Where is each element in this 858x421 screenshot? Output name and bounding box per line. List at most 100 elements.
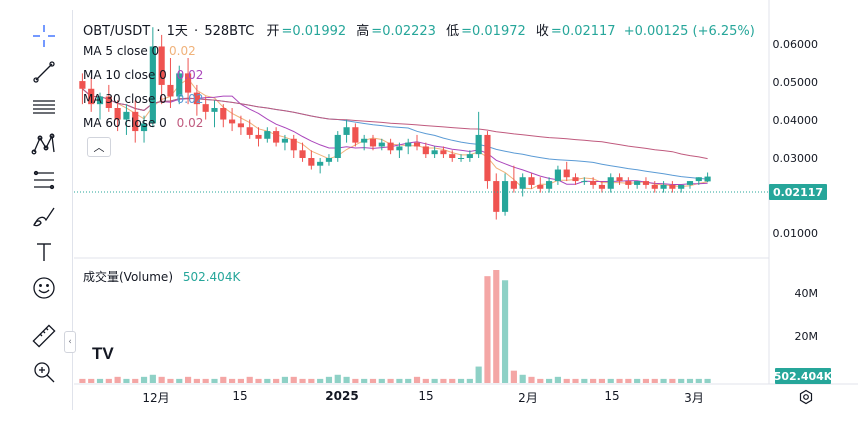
volume-bar bbox=[387, 378, 394, 383]
volume-bar bbox=[413, 376, 421, 383]
fib-icon[interactable] bbox=[26, 166, 62, 194]
volume-bar bbox=[299, 378, 306, 383]
volume-bar bbox=[176, 378, 183, 383]
volume-bar bbox=[361, 378, 368, 383]
candle-body bbox=[96, 96, 104, 105]
price-tick: 0.01000 bbox=[772, 227, 819, 240]
volume-bar bbox=[193, 378, 200, 383]
ma-line-10 bbox=[82, 88, 708, 185]
candle-body bbox=[431, 150, 438, 155]
ma5-value: 0.02 bbox=[169, 44, 196, 58]
candle-body bbox=[704, 176, 711, 182]
toolbar-collapse-button[interactable]: ‹ bbox=[64, 331, 76, 353]
volume-bar bbox=[493, 270, 500, 383]
candle-body bbox=[176, 73, 183, 97]
pattern-icon[interactable] bbox=[26, 130, 62, 158]
low-value: =0.01972 bbox=[461, 24, 526, 39]
time-tick: 2025 bbox=[325, 389, 359, 403]
volume-bar bbox=[678, 378, 685, 383]
exchange: 528BTC bbox=[204, 24, 255, 39]
volume-bar bbox=[590, 378, 597, 383]
volume-bar bbox=[255, 378, 262, 383]
volume-bar bbox=[88, 378, 95, 383]
time-tick: 2月 bbox=[518, 391, 538, 405]
candle-body bbox=[114, 108, 121, 120]
candle-body bbox=[132, 111, 139, 132]
volume-bar bbox=[114, 376, 121, 383]
volume-bar bbox=[79, 378, 86, 383]
price-tick: 0.04000 bbox=[772, 114, 819, 127]
volume-bar bbox=[334, 374, 341, 383]
volume-bar bbox=[572, 378, 579, 383]
candle-body bbox=[308, 158, 315, 166]
candle-body bbox=[563, 169, 570, 178]
volume-bar bbox=[510, 370, 517, 383]
volume-bar bbox=[660, 378, 667, 383]
volume-bar bbox=[642, 378, 650, 383]
candle-body bbox=[616, 177, 623, 182]
emoji-icon[interactable] bbox=[26, 274, 62, 302]
candle-body bbox=[457, 158, 465, 159]
horizontal-lines-icon[interactable] bbox=[26, 94, 62, 122]
volume-bar bbox=[537, 378, 544, 383]
ma60-legend[interactable]: MA 60 close 0 0.02 bbox=[83, 116, 205, 130]
candle-body bbox=[140, 123, 148, 132]
settings-gear-icon[interactable] bbox=[798, 389, 814, 405]
volume-bar bbox=[519, 374, 526, 383]
high-label: 高 bbox=[356, 24, 370, 39]
candle-body bbox=[264, 131, 271, 139]
ma-line-60 bbox=[82, 88, 708, 160]
close-value: =0.02117 bbox=[550, 24, 616, 39]
ma5-legend[interactable]: MA 5 close 0 0.02 bbox=[83, 44, 198, 58]
candle-body bbox=[193, 92, 200, 105]
candle-body bbox=[369, 138, 377, 147]
volume-bar bbox=[96, 378, 104, 383]
candle-body bbox=[325, 158, 333, 162]
candle-body bbox=[449, 154, 456, 158]
volume-bar bbox=[546, 378, 553, 383]
volume-bar bbox=[449, 378, 456, 383]
volume-bar bbox=[105, 378, 112, 383]
ma30-legend[interactable]: MA 30 close 0 0.02 bbox=[83, 92, 205, 106]
volume-bar bbox=[132, 378, 139, 383]
candle-body bbox=[466, 154, 473, 158]
volume-tick: 20M bbox=[794, 330, 819, 343]
current-price-badge: 0.02117 bbox=[769, 184, 827, 200]
candle-body bbox=[290, 138, 297, 151]
candle-body bbox=[669, 184, 676, 189]
volume-bar bbox=[440, 378, 447, 383]
candle-body bbox=[528, 177, 535, 185]
separator: · bbox=[156, 24, 161, 39]
candle-body bbox=[167, 84, 174, 97]
volume-bar bbox=[607, 378, 614, 383]
zoom-in-icon[interactable] bbox=[26, 358, 62, 386]
candle-body bbox=[651, 184, 658, 189]
change-value: +0.00125 (+6.25%) bbox=[623, 24, 755, 39]
tradingview-logo: TV bbox=[92, 344, 114, 363]
text-icon[interactable] bbox=[26, 238, 62, 266]
candle-body bbox=[396, 146, 403, 151]
trend-line-icon[interactable] bbox=[26, 58, 62, 86]
volume-legend[interactable]: 成交量(Volume) 502.404K bbox=[83, 268, 240, 285]
candle-body bbox=[281, 138, 289, 143]
ruler-icon[interactable] bbox=[26, 322, 62, 350]
volume-bar bbox=[581, 378, 588, 383]
ma10-label: MA 10 close 0 bbox=[83, 68, 167, 82]
volume-bar bbox=[501, 280, 509, 383]
brush-icon[interactable] bbox=[26, 202, 62, 230]
volume-bar bbox=[167, 378, 174, 383]
time-tick: 15 bbox=[418, 389, 434, 403]
low-label: 低 bbox=[446, 24, 460, 39]
open-value: =0.01992 bbox=[281, 24, 347, 39]
ma10-legend[interactable]: MA 10 close 0 0.02 bbox=[83, 68, 205, 82]
volume-bar bbox=[229, 378, 236, 383]
legend-collapse-button[interactable]: ︿ bbox=[87, 137, 111, 157]
volume-bar bbox=[246, 376, 253, 383]
volume-bar bbox=[598, 378, 606, 383]
separator: · bbox=[194, 24, 199, 39]
volume-bar bbox=[554, 376, 561, 383]
volume-bar bbox=[695, 378, 702, 383]
crosshair-icon[interactable] bbox=[26, 22, 62, 50]
time-tick: 3月 bbox=[684, 391, 704, 405]
